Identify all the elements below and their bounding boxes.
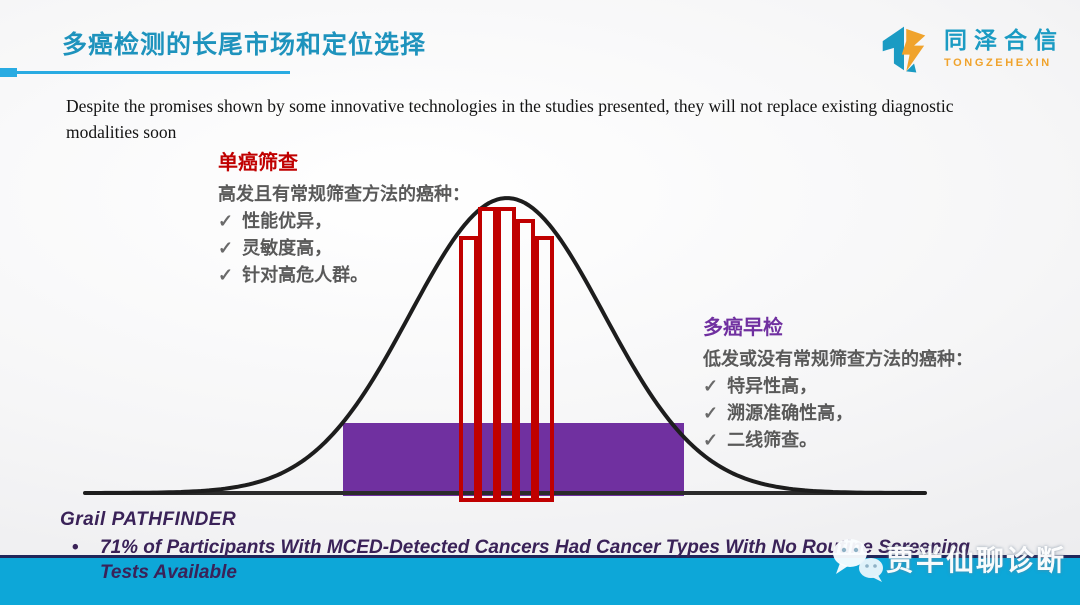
logo-name-cn: 同泽合信 bbox=[944, 27, 1064, 53]
check-icon: ✓ bbox=[218, 211, 234, 231]
list-item: ✓ 针对高危人群。 bbox=[218, 262, 470, 289]
check-icon: ✓ bbox=[218, 238, 234, 258]
check-icon: ✓ bbox=[703, 403, 719, 423]
list-item-label: 针对高危人群。 bbox=[242, 265, 369, 285]
intro-paragraph: Despite the promises shown by some innov… bbox=[66, 96, 954, 143]
list-item: ✓ 溯源准确性高， bbox=[703, 400, 973, 427]
multi-cancer-title: 多癌早检 bbox=[703, 317, 783, 339]
footer-cyan-band bbox=[0, 558, 1080, 605]
footer-navy-line bbox=[0, 555, 1080, 558]
single-cancer-subtitle: 高发且有常规筛查方法的癌种： bbox=[218, 184, 470, 204]
logo-name-en: TONGZEHEXIN bbox=[944, 57, 1052, 69]
check-icon: ✓ bbox=[218, 265, 234, 285]
multi-cancer-subtitle: 低发或没有常规筛查方法的癌种： bbox=[703, 349, 973, 369]
chat-bubbles-icon bbox=[833, 539, 883, 582]
footnote: Grail PATHFINDER • 71% of Participants W… bbox=[60, 507, 970, 585]
list-item: ✓ 灵敏度高， bbox=[218, 235, 470, 262]
watermark: 贾半仙聊诊断 bbox=[830, 536, 1066, 582]
single-cancer-title: 单癌筛查 bbox=[218, 152, 298, 174]
check-icon: ✓ bbox=[703, 376, 719, 396]
footnote-line1: 71% of Participants With MCED-Detected C… bbox=[100, 537, 970, 558]
footnote-line2: Tests Available bbox=[100, 562, 237, 583]
list-item-label: 性能优异， bbox=[242, 211, 333, 231]
watermark-text: 贾半仙聊诊断 bbox=[886, 545, 1067, 576]
list-item-label: 灵敏度高， bbox=[242, 238, 333, 258]
list-item-label: 特异性高， bbox=[727, 376, 818, 396]
list-item: ✓ 特异性高， bbox=[703, 373, 973, 400]
list-item: ✓ 二线筛查。 bbox=[703, 427, 973, 454]
title-underline-block bbox=[0, 68, 17, 77]
company-logo: 同泽合信 TONGZEHEXIN bbox=[876, 20, 1064, 78]
bullet-icon: • bbox=[72, 537, 79, 558]
list-item-label: 溯源准确性高， bbox=[727, 403, 854, 423]
list-item-label: 二线筛查。 bbox=[727, 430, 818, 450]
multi-cancer-block: 多癌早检 低发或没有常规筛查方法的癌种： ✓ 特异性高， ✓ 溯源准确性高， ✓… bbox=[703, 315, 973, 454]
title-underline bbox=[17, 71, 290, 74]
check-icon: ✓ bbox=[703, 430, 719, 450]
footnote-source: Grail PATHFINDER bbox=[60, 509, 237, 530]
logo-mark-icon bbox=[882, 26, 926, 73]
list-item: ✓ 性能优异， bbox=[218, 208, 470, 235]
single-cancer-block: 单癌筛查 高发且有常规筛查方法的癌种： ✓ 性能优异， ✓ 灵敏度高， ✓ 针对… bbox=[218, 150, 470, 289]
slide-title: 多癌检测的长尾市场和定位选择 bbox=[62, 31, 427, 59]
